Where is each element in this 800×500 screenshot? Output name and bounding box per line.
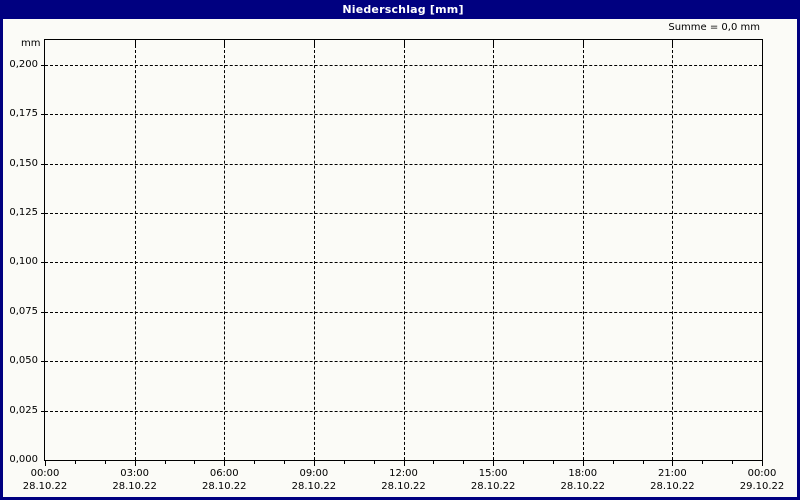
y-axis-unit-label: mm bbox=[21, 38, 41, 49]
x-axis-tick-label-group: 18:00 28.10.22 bbox=[543, 467, 623, 493]
y-axis-tick bbox=[41, 64, 45, 66]
x-axis-minor-tick bbox=[552, 460, 554, 464]
y-axis-tick-label: 0,200 bbox=[9, 58, 38, 70]
x-axis-time-label: 12:00 bbox=[389, 468, 418, 479]
x-axis-minor-tick bbox=[164, 460, 166, 464]
x-axis-major-tick bbox=[313, 460, 315, 466]
x-axis-date-label: 28.10.22 bbox=[291, 481, 337, 492]
y-axis-tick bbox=[41, 163, 45, 165]
x-axis-major-tick bbox=[493, 460, 495, 466]
x-axis-major-tick bbox=[45, 460, 46, 466]
gridline-vertical bbox=[582, 40, 584, 460]
y-axis-tick bbox=[41, 114, 45, 116]
x-axis-major-tick bbox=[134, 460, 136, 466]
x-axis-major-tick bbox=[224, 460, 226, 466]
gridline-vertical bbox=[134, 40, 136, 460]
x-axis-minor-tick bbox=[433, 460, 435, 464]
y-axis-tick-label: 0,100 bbox=[9, 256, 38, 268]
x-axis-date-label: 28.10.22 bbox=[112, 481, 157, 492]
page-title: Niederschlag [mm] bbox=[342, 3, 464, 16]
x-axis-minor-tick bbox=[642, 460, 644, 464]
x-axis-date-label: 28.10.22 bbox=[650, 481, 695, 492]
x-axis-tick-label-group: 09:00 28.10.22 bbox=[274, 467, 354, 493]
x-axis-date-label: 29.10.22 bbox=[739, 481, 785, 492]
x-axis-minor-tick bbox=[612, 460, 614, 464]
x-axis-major-tick bbox=[672, 460, 674, 466]
x-axis-tick-label-group: 00:00 29.10.22 bbox=[722, 467, 800, 493]
plot-area bbox=[41, 39, 763, 461]
x-axis-minor-tick bbox=[284, 460, 285, 464]
x-axis-time-label: 00:00 bbox=[30, 468, 60, 479]
x-axis-time-label: 21:00 bbox=[657, 468, 687, 479]
x-axis-minor-tick bbox=[702, 460, 704, 464]
gridline-vertical bbox=[313, 40, 315, 460]
gridline-vertical bbox=[224, 40, 226, 460]
y-axis-tick-label: 0,175 bbox=[9, 108, 38, 120]
x-axis-minor-tick bbox=[732, 460, 734, 464]
gridline-vertical bbox=[493, 40, 495, 460]
y-axis-tick bbox=[41, 410, 45, 412]
y-axis-tick bbox=[41, 262, 45, 264]
x-axis-tick-label-group: 03:00 28.10.22 bbox=[95, 467, 175, 493]
x-axis-date-label: 28.10.22 bbox=[201, 481, 247, 492]
x-axis-time-label: 18:00 bbox=[568, 468, 598, 479]
x-axis-major-tick bbox=[403, 460, 405, 466]
x-axis-tick-label-group: 21:00 28.10.22 bbox=[632, 467, 712, 493]
y-axis-tick-label: 0,025 bbox=[9, 404, 38, 416]
x-axis-time-label: 00:00 bbox=[747, 468, 777, 479]
x-axis-tick-label-group: 15:00 28.10.22 bbox=[453, 467, 533, 493]
x-axis-minor-tick bbox=[373, 460, 375, 464]
x-axis-top-tick bbox=[582, 40, 584, 45]
x-axis-top-tick bbox=[134, 40, 136, 45]
y-axis-tick bbox=[41, 212, 45, 214]
x-axis-top-tick bbox=[224, 40, 226, 45]
sum-annotation: Summe = 0,0 mm bbox=[668, 22, 760, 33]
x-axis-time-label: 06:00 bbox=[209, 468, 239, 479]
y-axis-tick bbox=[41, 311, 45, 313]
x-axis-minor-tick bbox=[74, 460, 76, 464]
x-axis-date-label: 28.10.22 bbox=[22, 481, 68, 492]
x-axis-date-label: 28.10.22 bbox=[381, 481, 426, 492]
x-axis-time-label: 15:00 bbox=[478, 468, 508, 479]
x-axis-tick-label-group: 00:00 28.10.22 bbox=[5, 467, 85, 493]
y-axis-tick-label: 0,150 bbox=[9, 157, 38, 169]
x-axis-date-label: 28.10.22 bbox=[470, 481, 516, 492]
y-axis-tick-label: 0,050 bbox=[9, 355, 38, 367]
x-axis-top-tick bbox=[403, 40, 405, 45]
gridline-vertical bbox=[403, 40, 405, 460]
x-axis-minor-tick bbox=[254, 460, 256, 464]
y-axis-tick bbox=[41, 361, 45, 363]
y-axis-tick-label: 0,000 bbox=[9, 454, 38, 465]
x-axis-time-label: 09:00 bbox=[299, 468, 329, 479]
x-axis-minor-tick bbox=[343, 460, 345, 464]
y-axis-tick-label: 0,125 bbox=[9, 206, 38, 218]
x-axis-tick-label-group: 06:00 28.10.22 bbox=[184, 467, 264, 493]
window-title-bar: Niederschlag [mm] bbox=[3, 0, 800, 19]
x-axis-minor-tick bbox=[104, 460, 106, 464]
x-axis-tick-label-group: 12:00 28.10.22 bbox=[364, 467, 444, 493]
x-axis-top-tick bbox=[672, 40, 674, 45]
x-axis-top-tick bbox=[493, 40, 495, 45]
x-axis-major-tick bbox=[582, 460, 584, 466]
x-axis-minor-tick bbox=[194, 460, 196, 464]
x-axis-top-tick bbox=[313, 40, 315, 45]
gridline-vertical bbox=[672, 40, 674, 460]
x-axis-time-label: 03:00 bbox=[120, 468, 150, 479]
y-axis-tick-label: 0,075 bbox=[9, 305, 38, 317]
x-axis-date-label: 28.10.22 bbox=[560, 481, 606, 492]
x-axis-minor-tick bbox=[523, 460, 524, 464]
x-axis-minor-tick bbox=[463, 460, 465, 464]
x-axis-major-tick bbox=[762, 460, 763, 466]
